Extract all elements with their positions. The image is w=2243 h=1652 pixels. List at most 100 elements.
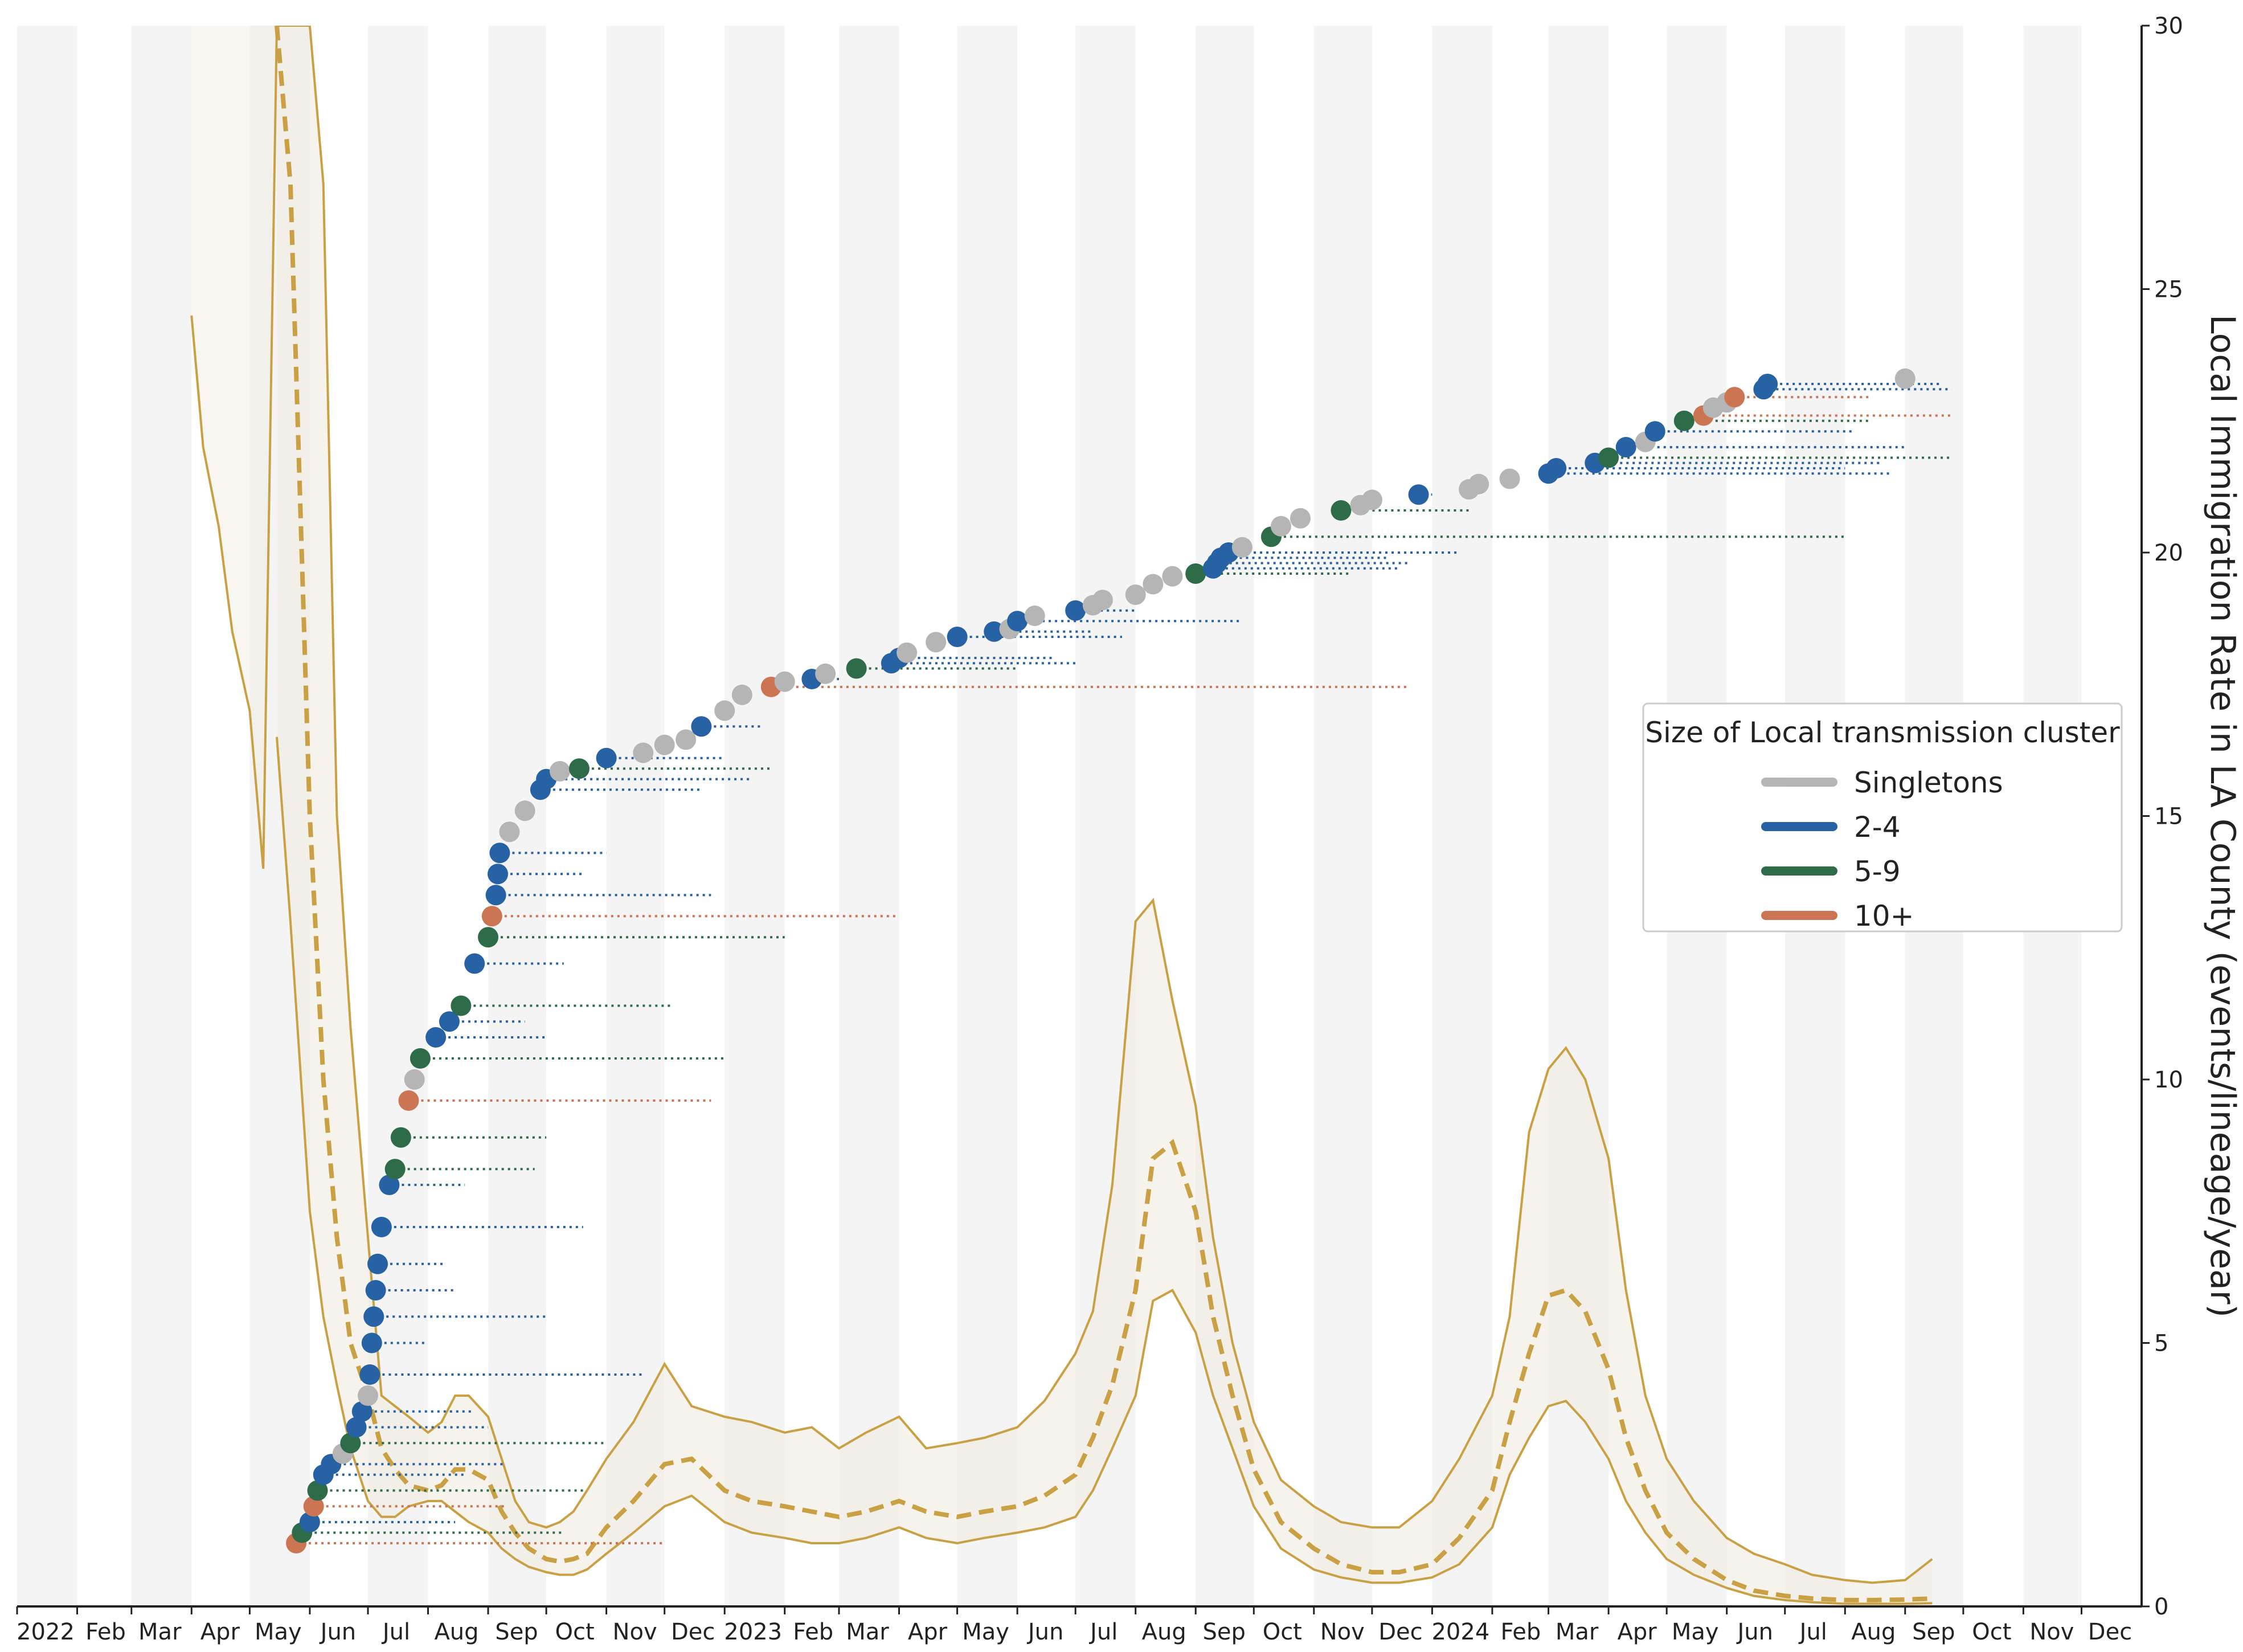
cluster-point <box>340 1433 361 1454</box>
cluster-point <box>897 642 918 663</box>
cluster-point <box>1598 447 1619 468</box>
x-tick-label: Sep <box>1203 1619 1246 1645</box>
cluster-point <box>596 747 617 768</box>
cluster-point <box>390 1127 411 1148</box>
cluster-point <box>489 843 510 864</box>
cluster-point <box>774 671 795 692</box>
rate-uncertainty-band <box>277 26 1933 1604</box>
x-tick-label: Nov <box>1320 1619 1365 1645</box>
cluster-point <box>1615 437 1636 457</box>
cluster-point <box>514 800 535 821</box>
month-band <box>957 26 1018 1606</box>
cluster-point <box>1546 458 1567 479</box>
cluster-point <box>1468 473 1489 494</box>
cluster-point <box>439 1011 460 1032</box>
x-tick-label: May <box>1672 1619 1719 1645</box>
x-tick-label: Sep <box>1912 1619 1955 1645</box>
cluster-point <box>379 1175 400 1195</box>
x-tick-label: 2024 <box>1431 1619 1489 1645</box>
cluster-point <box>365 1280 386 1301</box>
month-band <box>838 26 899 1606</box>
y-tick-label: 30 <box>2154 13 2183 39</box>
x-tick-label: Aug <box>1142 1619 1186 1645</box>
cluster-point <box>485 885 506 906</box>
rate-upper-bound <box>190 26 1933 1584</box>
cluster-point <box>299 1512 320 1532</box>
x-tick-label: Jun <box>1736 1619 1773 1645</box>
cluster-point <box>947 627 968 647</box>
x-tick-label: Jun <box>1026 1619 1064 1645</box>
x-tick-label: Feb <box>85 1619 126 1645</box>
cluster-point <box>1361 489 1382 510</box>
x-tick-label: Dec <box>671 1619 715 1645</box>
x-tick-label: Dec <box>2088 1619 2132 1645</box>
cluster-point <box>731 684 752 705</box>
legend-label: 2-4 <box>1854 811 1901 844</box>
cluster-point <box>1231 537 1253 558</box>
legend-label: 10+ <box>1854 899 1914 933</box>
cluster-point <box>371 1217 392 1237</box>
cluster-point <box>1024 606 1045 626</box>
x-tick-label: Mar <box>1556 1619 1599 1645</box>
x-tick-label: 2022 <box>17 1619 75 1645</box>
y-tick-label: 0 <box>2154 1594 2168 1620</box>
x-tick-label: Oct <box>555 1619 595 1645</box>
month-bands <box>17 26 2082 1606</box>
cluster-point <box>549 760 570 782</box>
cluster-point <box>488 864 509 885</box>
legend-entries: Singletons 2-4 5-9 10+ <box>1761 766 2003 933</box>
cluster-point <box>1331 500 1352 521</box>
x-tick-label: May <box>962 1619 1009 1645</box>
y-tick-label: 10 <box>2154 1067 2183 1093</box>
cluster-point <box>815 663 836 684</box>
x-tick-label: 2023 <box>724 1619 782 1645</box>
cluster-point <box>384 1159 406 1180</box>
cluster-point <box>1092 590 1113 611</box>
cluster-point <box>1673 410 1694 431</box>
rate-lower-bound <box>276 737 1933 1605</box>
x-tick-label: May <box>255 1619 302 1645</box>
cluster-point <box>303 1496 324 1517</box>
cluster-point <box>691 716 712 737</box>
x-tick-label: Nov <box>613 1619 657 1645</box>
cluster-point <box>1185 563 1206 584</box>
x-tick-label: Nov <box>2029 1619 2074 1645</box>
cluster-point <box>984 621 1005 642</box>
month-band <box>606 26 665 1606</box>
cluster-point <box>307 1480 328 1501</box>
cluster-point <box>398 1090 419 1111</box>
legend: Size of Local transmission cluster Singl… <box>1642 702 2123 933</box>
cluster-points <box>286 368 1915 1553</box>
cluster-point <box>357 1385 378 1406</box>
cluster-point <box>477 927 498 948</box>
cluster-point <box>846 658 867 679</box>
y-tick-label: 5 <box>2154 1331 2168 1357</box>
cluster-point <box>1894 368 1915 389</box>
x-tick-label: Mar <box>846 1619 889 1645</box>
cluster-point <box>359 1364 380 1385</box>
rate-median-line <box>275 26 1933 1602</box>
cluster-point <box>351 1401 373 1422</box>
x-tick-label: Apr <box>908 1619 948 1645</box>
x-tick-label: Aug <box>1851 1619 1896 1645</box>
cluster-point <box>676 729 697 750</box>
cluster-point <box>451 995 472 1016</box>
legend-label: Singletons <box>1854 766 2003 799</box>
cluster-point <box>1644 421 1665 442</box>
x-tick-label: Oct <box>1972 1619 2011 1645</box>
x-tick-label: Jun <box>319 1619 357 1645</box>
cluster-point <box>1270 516 1291 537</box>
cluster-point <box>1007 611 1028 632</box>
cluster-point <box>926 632 947 653</box>
cluster-point <box>1065 600 1086 621</box>
month-band <box>17 26 77 1606</box>
legend-title: Size of Local transmission cluster <box>1645 716 2120 749</box>
x-tick-label: Apr <box>1617 1619 1657 1645</box>
cluster-point <box>367 1253 388 1274</box>
cluster-point <box>1408 484 1429 505</box>
x-tick-label: Mar <box>138 1619 182 1645</box>
cluster-point <box>346 1417 367 1438</box>
month-band <box>131 26 192 1606</box>
cluster-point <box>714 700 735 721</box>
